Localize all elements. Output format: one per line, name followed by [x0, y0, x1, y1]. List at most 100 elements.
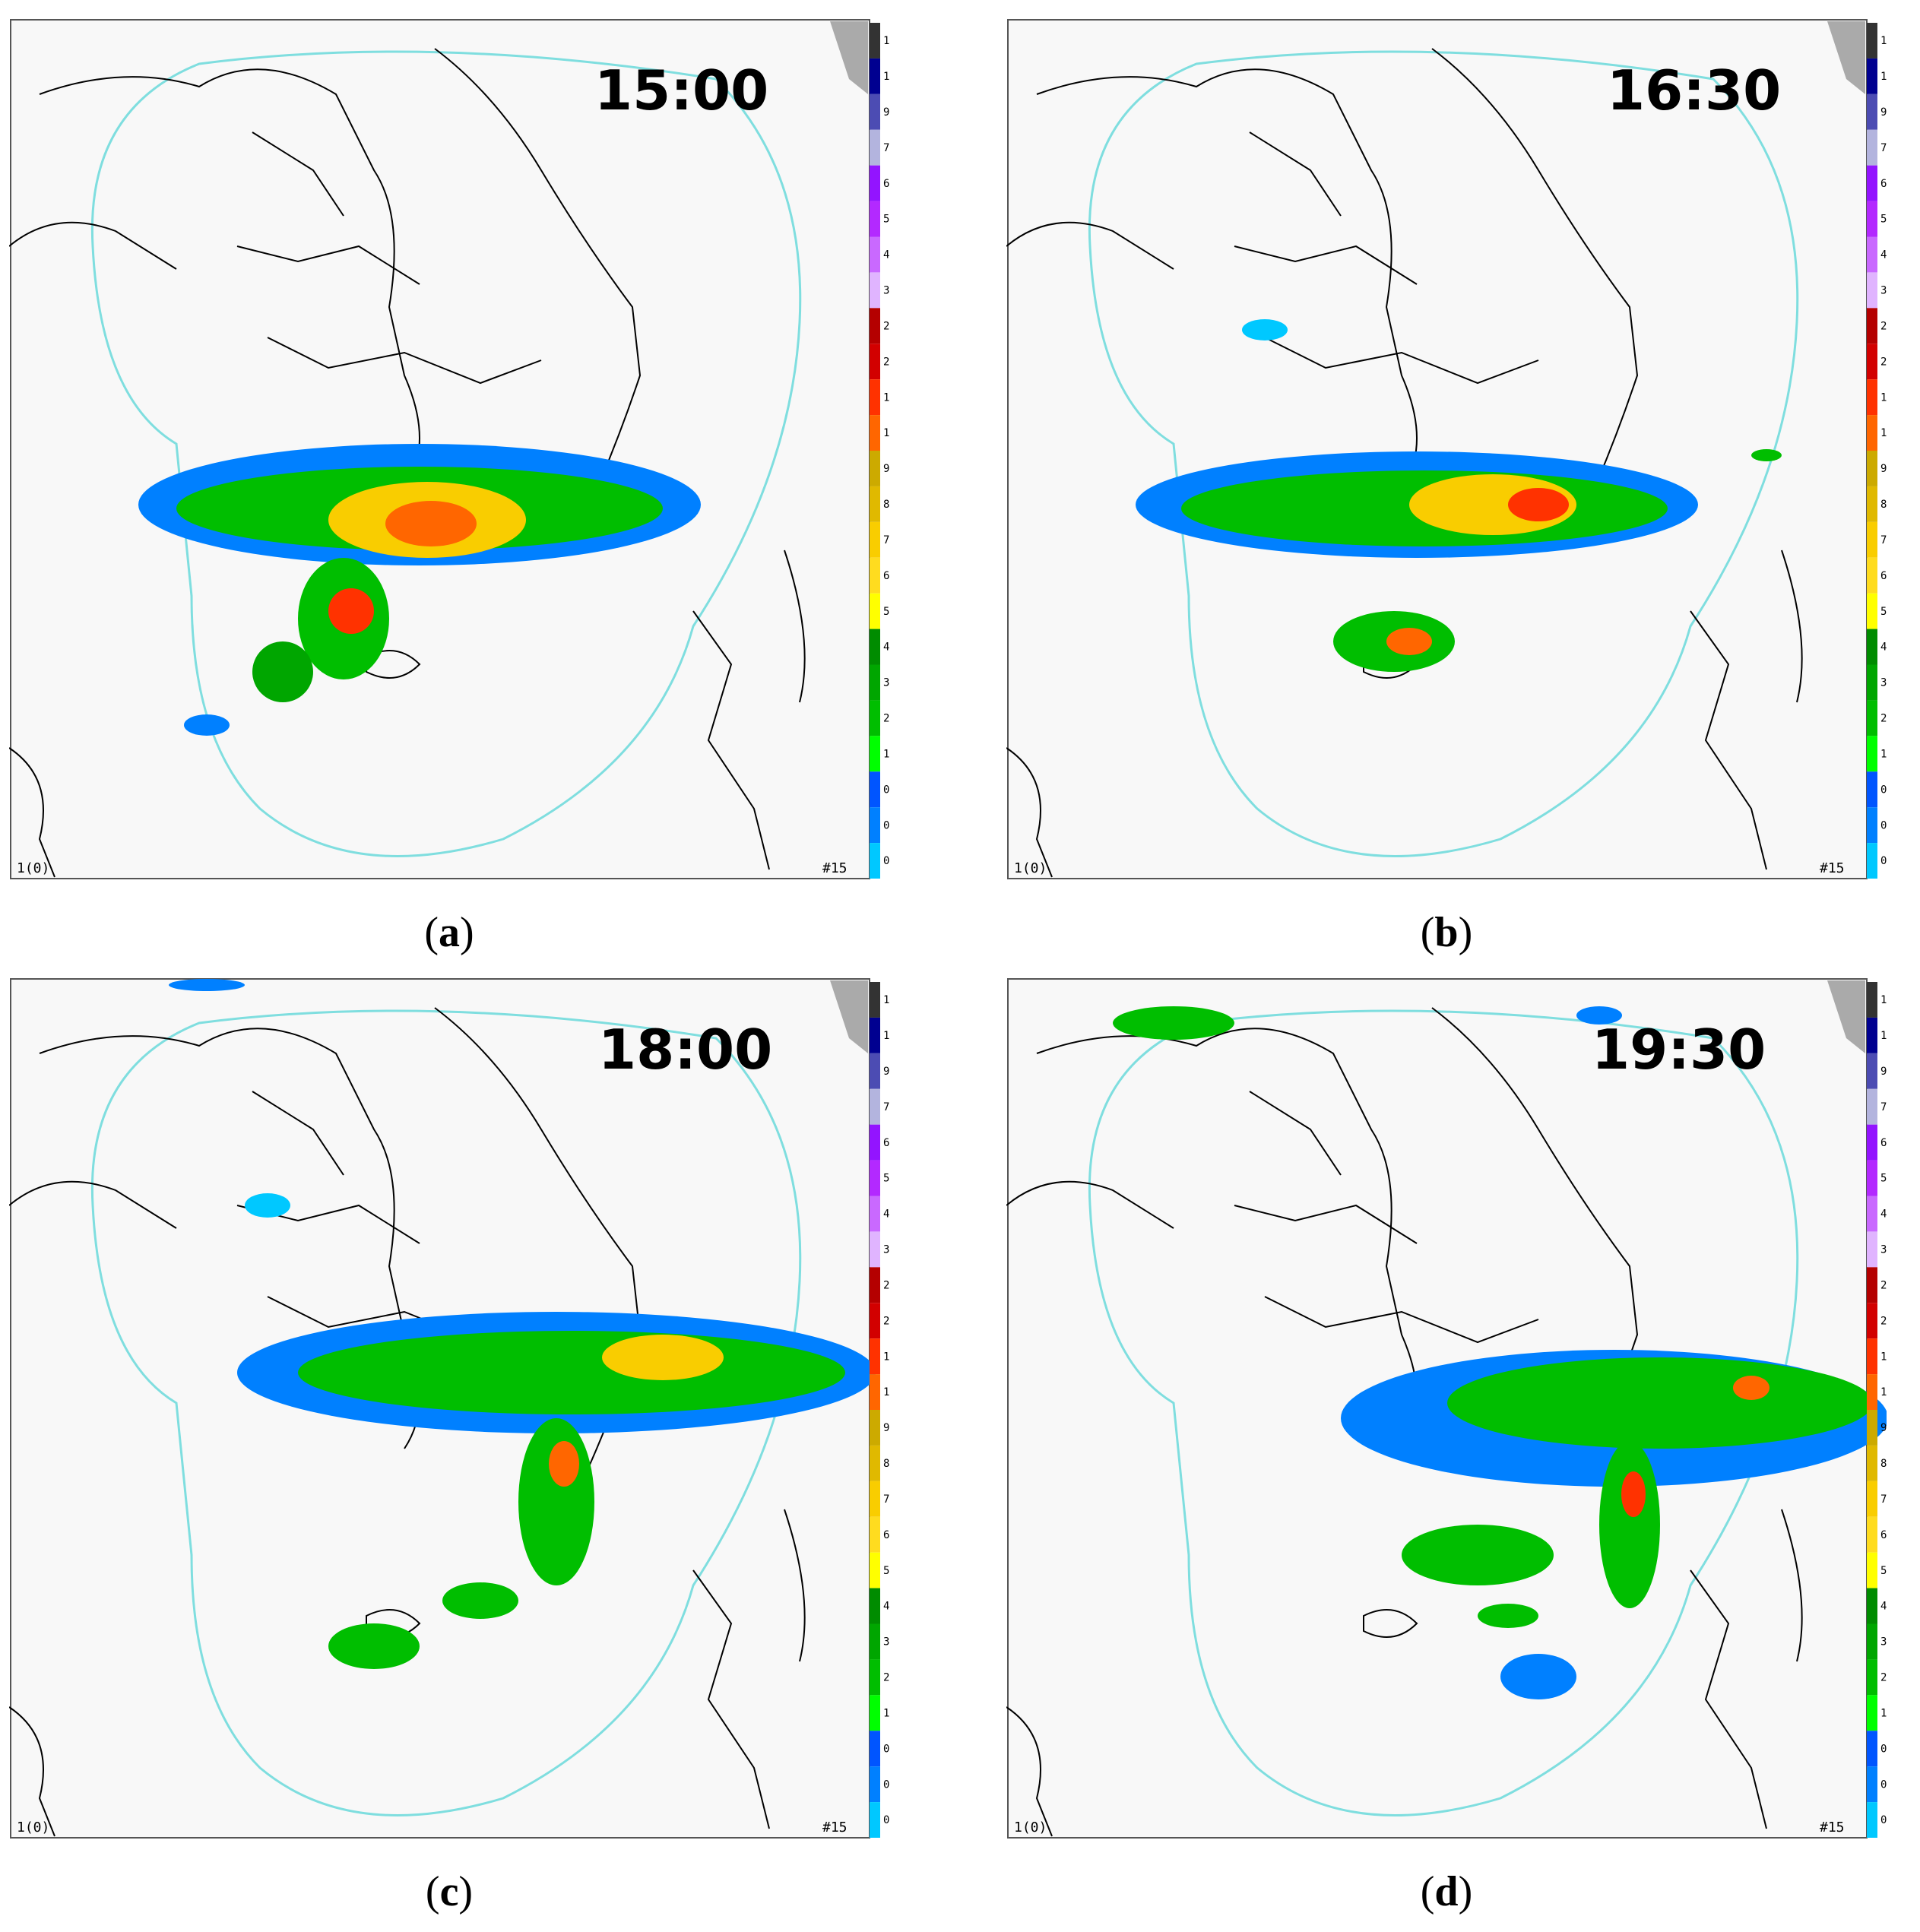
colorbar-label: 1.0	[1880, 1707, 1887, 1719]
colorbar-swatch	[1867, 58, 1877, 94]
colorbar-label: 15	[883, 391, 889, 404]
colorbar-swatch	[870, 1481, 880, 1517]
colorbar-label: 6	[1880, 1529, 1887, 1541]
colorbar-label: 5	[883, 1565, 889, 1577]
colorbar-swatch	[870, 664, 880, 701]
colorbar-swatch	[1867, 593, 1877, 629]
echo-orange	[1386, 628, 1432, 655]
echo-orange	[549, 1441, 579, 1487]
colorbar-swatch	[870, 521, 880, 558]
colorbar-swatch	[1867, 736, 1877, 772]
colorbar-label: 0.1	[883, 819, 889, 831]
colorbar-label: 20	[1880, 1315, 1887, 1327]
colorbar-label: 30	[883, 1244, 889, 1256]
colorbar-swatch	[870, 1374, 880, 1410]
colorbar-swatch	[1867, 700, 1877, 736]
radar-map-a: 150 110 90 70 60 50 40 30 25 20 15 10 9 8 7 6 5 4 3 2 1.0 0.5…	[9, 19, 889, 879]
colorbar-label: 30	[1880, 285, 1887, 297]
radar-panel-b: 150 110 90 70 60 50 40 30 25 20 15 10 9 8 7 6 5 4 3 2 1.0 0.5…	[1006, 18, 1887, 888]
colorbar-swatch	[1867, 664, 1877, 701]
land-corner	[1827, 980, 1865, 1053]
colorbar-label: 150	[883, 994, 889, 1006]
corner-label-left: 1(0)	[17, 1820, 49, 1835]
echo-cyan	[245, 1193, 290, 1218]
echo-blue	[1500, 1654, 1576, 1699]
colorbar-label: 4	[883, 1601, 889, 1613]
caption-b: (b)	[1420, 909, 1473, 956]
echo-green	[1402, 1525, 1554, 1585]
colorbar-label: 70	[883, 1101, 889, 1113]
colorbar-label: 40	[883, 249, 889, 261]
colorbar-label: 4	[883, 641, 889, 654]
colorbar: 150 110 90 70 60 50 40 30 25 20 15 10 9 8 7 6 5 4 3 2 1.0 0.5…	[1867, 23, 1887, 879]
colorbar-swatch	[870, 58, 880, 94]
echo-yellow	[602, 1335, 724, 1380]
colorbar-swatch	[1867, 1017, 1877, 1053]
colorbar-label: 20	[1880, 356, 1887, 368]
colorbar-label: 10	[1880, 1386, 1887, 1398]
colorbar-swatch	[870, 93, 880, 130]
colorbar-label: 0.1	[883, 1778, 889, 1791]
colorbar-label: 5	[1880, 606, 1887, 618]
colorbar-swatch	[1867, 165, 1877, 201]
colorbar-swatch	[870, 1516, 880, 1553]
echo-blue	[169, 979, 245, 991]
colorbar-label: 50	[883, 214, 889, 226]
colorbar-swatch	[870, 736, 880, 772]
colorbar-label: 2	[883, 713, 889, 725]
radar-panel-a: 150 110 90 70 60 50 40 30 25 20 15 10 9 8 7 6 5 4 3 2 1.0 0.5…	[9, 18, 889, 888]
colorbar-swatch	[870, 308, 880, 344]
colorbar-label: 150	[1880, 994, 1887, 1006]
echo-red	[328, 588, 374, 634]
colorbar-label: 25	[883, 320, 889, 332]
colorbar-label: 2	[883, 1672, 889, 1684]
colorbar-swatch	[1867, 807, 1877, 844]
colorbar-swatch	[870, 1410, 880, 1446]
colorbar-label: 10	[883, 427, 889, 439]
colorbar-label: 6	[883, 1529, 889, 1541]
colorbar-swatch	[870, 1766, 880, 1803]
colorbar-swatch	[870, 557, 880, 594]
colorbar-swatch	[870, 272, 880, 309]
colorbar-swatch	[870, 1695, 880, 1731]
colorbar-swatch	[1867, 1410, 1877, 1446]
colorbar-swatch	[870, 843, 880, 879]
colorbar-swatch	[1867, 129, 1877, 166]
colorbar-swatch	[870, 771, 880, 808]
colorbar-label: 110	[1880, 71, 1887, 83]
colorbar-label: 0.0	[883, 1814, 889, 1826]
colorbar-label: 5	[883, 606, 889, 618]
colorbar-label: 110	[883, 1030, 889, 1042]
echo-green	[252, 641, 313, 702]
colorbar-label: 3	[883, 677, 889, 689]
colorbar-label: 1.0	[883, 1707, 889, 1719]
colorbar-label: 90	[1880, 106, 1887, 119]
colorbar-swatch	[1867, 1160, 1877, 1196]
colorbar-swatch	[1867, 843, 1877, 879]
colorbar-label: 7	[883, 534, 889, 546]
coastline	[1006, 1007, 1803, 1837]
colorbar-label: 5	[1880, 1565, 1887, 1577]
colorbar-swatch	[1867, 93, 1877, 130]
colorbar-label: 0.1	[1880, 819, 1887, 831]
colorbar-swatch	[870, 1338, 880, 1375]
colorbar-swatch	[1867, 1623, 1877, 1660]
colorbar-label: 9	[883, 463, 889, 475]
colorbar-swatch	[1867, 23, 1877, 59]
colorbar-label: 30	[1880, 1244, 1887, 1256]
colorbar-label: 60	[883, 178, 889, 190]
corner-label-right: #15	[822, 1820, 848, 1835]
colorbar-swatch	[1867, 771, 1877, 808]
colorbar-label: 4	[1880, 1601, 1887, 1613]
echo-red	[1508, 488, 1569, 521]
colorbar-swatch	[1867, 1196, 1877, 1232]
colorbar-swatch	[870, 486, 880, 522]
land-corner	[1827, 21, 1865, 94]
colorbar-swatch	[870, 236, 880, 273]
colorbar-label: 60	[1880, 1137, 1887, 1149]
echo-blue	[1576, 1006, 1622, 1025]
colorbar-label: 3	[883, 1636, 889, 1649]
colorbar-label: 110	[883, 71, 889, 83]
echo-green	[442, 1582, 518, 1619]
echo-green	[518, 1418, 594, 1585]
